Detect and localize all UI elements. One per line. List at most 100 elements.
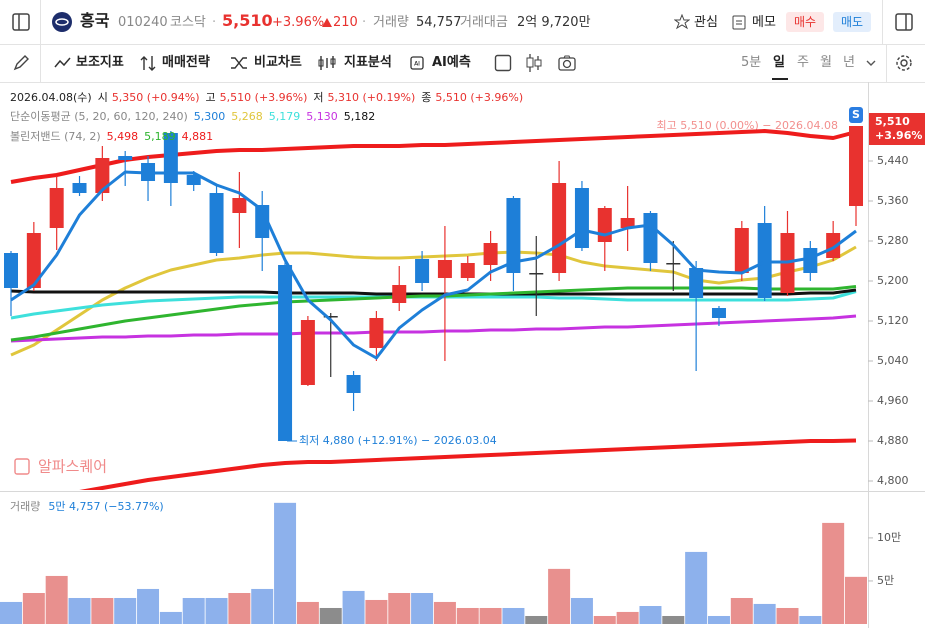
volume-bar: [365, 599, 388, 624]
camera-icon[interactable]: [557, 54, 577, 72]
memo-button[interactable]: 메모: [752, 15, 776, 30]
y-tick-label: 4,800: [877, 474, 909, 487]
amount: 2억 9,720만: [517, 15, 591, 30]
volume-bar: [548, 568, 571, 624]
watch-button[interactable]: 관심: [694, 15, 718, 30]
candle-body: [666, 263, 681, 265]
watermark-icon: [14, 458, 30, 475]
sell-button[interactable]: 매도: [833, 12, 872, 32]
y-tick-label: 5,120: [877, 314, 909, 327]
candle-body: [72, 183, 87, 193]
y-tick-label: 4,960: [877, 394, 909, 407]
market: 코스닥: [170, 15, 206, 30]
draw-icon[interactable]: [12, 54, 30, 72]
info-value: 5,510 (+3.96%): [435, 91, 523, 104]
high-annotation: 최고 5,510 (0.00%) − 2026.04.08: [657, 119, 838, 132]
info-label: 저: [313, 91, 323, 104]
candle-body: [118, 156, 133, 160]
legend-value: 5,130: [306, 110, 338, 123]
tool[interactable]: 지표분석: [344, 55, 392, 70]
legend-value: 5,498: [107, 130, 139, 143]
volume-bar: [182, 597, 205, 624]
period[interactable]: 월: [820, 55, 832, 70]
volume-value: 5만 4,757 (−53.77%): [48, 500, 163, 513]
legend-value: 5,182: [344, 110, 376, 123]
candle-body: [574, 188, 589, 248]
volume-bar: [685, 551, 708, 624]
legend-title: 볼린저밴드 (74, 2): [10, 130, 101, 143]
info-label: 시: [98, 91, 108, 104]
legend-value: 5,300: [194, 110, 226, 123]
volume-bar: [730, 597, 753, 624]
active-underline: [772, 78, 788, 80]
legend-value: 4,881: [182, 130, 214, 143]
badge: S: [852, 108, 860, 121]
up-arrow: [322, 18, 332, 27]
candle-body: [95, 158, 110, 193]
period[interactable]: 5분: [741, 55, 762, 70]
period-active[interactable]: 일: [773, 55, 785, 70]
checkbox[interactable]: [494, 54, 512, 72]
volume-bar: [570, 597, 593, 624]
volume-bar: [845, 576, 867, 624]
divider: [886, 44, 887, 82]
volume-bar: [639, 606, 662, 624]
candle-body: [209, 193, 224, 253]
volume-bar: [662, 615, 685, 624]
candle-body: [26, 233, 41, 288]
candle-body: [323, 316, 338, 318]
volume-bar: [0, 601, 22, 624]
legend-row: 볼린저밴드 (74, 2) 5,498 5,189 4,881: [10, 130, 213, 143]
candle-body: [597, 208, 612, 242]
sidebar-icon[interactable]: [12, 13, 30, 31]
candle-body: [643, 213, 658, 263]
candle-body: [232, 198, 247, 213]
volume-bar: [228, 593, 251, 624]
info-label: 종: [421, 91, 431, 104]
info-value: 5,310 (+0.19%): [328, 91, 416, 104]
info-value: 5,350 (+0.94%): [112, 91, 200, 104]
legend-value: 5,179: [269, 110, 301, 123]
panel-icon[interactable]: [895, 13, 913, 31]
star-icon: [674, 14, 690, 30]
volume-bar: [525, 615, 548, 624]
buy-button[interactable]: 매수: [786, 12, 825, 32]
last-change: +3.96%: [875, 129, 922, 142]
y-tick-label: 4,880: [877, 434, 909, 447]
candle-body: [4, 253, 18, 288]
candle-body: [437, 260, 452, 278]
indicator-line: [79, 438, 857, 490]
volume-bar: [411, 593, 434, 624]
stock-code: 010240: [118, 15, 168, 30]
candle-body: [346, 375, 361, 393]
tool[interactable]: 비교차트: [254, 55, 302, 70]
tool[interactable]: AI예측: [432, 55, 471, 70]
volume-bar: [68, 597, 91, 624]
indicator-line: [10, 314, 857, 343]
y-tick-label: 5,280: [877, 234, 909, 247]
separator: ·: [362, 15, 367, 30]
candle-body: [529, 273, 544, 275]
candle-body: [849, 126, 863, 206]
period[interactable]: 년: [843, 55, 855, 70]
tool[interactable]: 매매전략: [162, 55, 210, 70]
memo-icon: [732, 15, 746, 30]
info-label: 고: [206, 91, 216, 104]
settings-icon[interactable]: [894, 53, 914, 73]
separator: ·: [212, 15, 217, 30]
period[interactable]: 주: [797, 55, 809, 70]
volume-bar: [433, 601, 456, 624]
tool[interactable]: 보조지표: [76, 55, 124, 70]
change: 210: [333, 15, 358, 30]
volume-bar: [342, 590, 365, 624]
candle-icon[interactable]: [525, 53, 543, 73]
divider: [40, 44, 41, 82]
candle-body: [620, 218, 635, 228]
date: 2026.04.08(수): [10, 91, 92, 104]
chart-overlay: 4,800 4,880 4,960 5,040 5,120 5,200 5,280 5,360…: [0, 91, 925, 624]
legend-title: 단순이동평균 (5, 20, 60, 120, 240): [10, 110, 188, 123]
volume: 54,757: [416, 15, 462, 30]
chevron[interactable]: [865, 58, 877, 68]
amount-label: 거래대금: [460, 15, 508, 30]
